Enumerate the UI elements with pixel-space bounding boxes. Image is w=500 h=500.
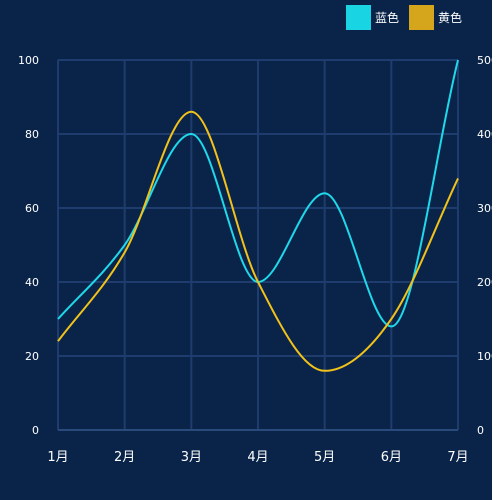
y-right-tick-label: 200 [477,276,498,289]
x-tick-label: 7月 [447,450,468,465]
x-tick-label: 2月 [114,450,135,465]
y-left-tick-label: 60 [25,202,39,215]
legend-swatch-blue [346,5,371,30]
y-right-tick-label: 400 [477,128,498,141]
x-tick-label: 3月 [181,450,202,465]
y-right-tick-label: 500 [477,54,498,67]
legend-label-yellow: 黄色 [438,11,463,25]
y-right-tick-label: 300 [477,202,498,215]
series-line-yellow [57,110,459,372]
y-right-tick-label: 100 [477,350,498,363]
y-left-tick-label: 100 [18,54,39,67]
y-left-tick-label: 20 [25,350,39,363]
legend-swatch-yellow [409,5,434,30]
y-right-tick-label: 0 [477,424,484,437]
y-left-tick-label: 80 [25,128,39,141]
series-line-blue [57,59,459,328]
x-tick-label: 6月 [381,450,402,465]
x-tick-label: 4月 [247,450,268,465]
grid-lines [57,59,459,431]
x-tick-label: 1月 [47,450,68,465]
y-left-tick-label: 0 [32,424,39,437]
series-lines [57,59,459,372]
legend-item-blue[interactable]: 蓝色 [346,5,399,30]
x-tick-label: 5月 [314,450,335,465]
tick-labels: 0 20 40 60 80 100 0 100 200 300 400 500 1月 2月 3月 4月 5月 6月… [18,54,498,465]
legend-label-blue: 蓝色 [375,11,400,25]
y-left-tick-label: 40 [25,276,39,289]
legend-item-yellow[interactable]: 黄色 [409,5,462,30]
